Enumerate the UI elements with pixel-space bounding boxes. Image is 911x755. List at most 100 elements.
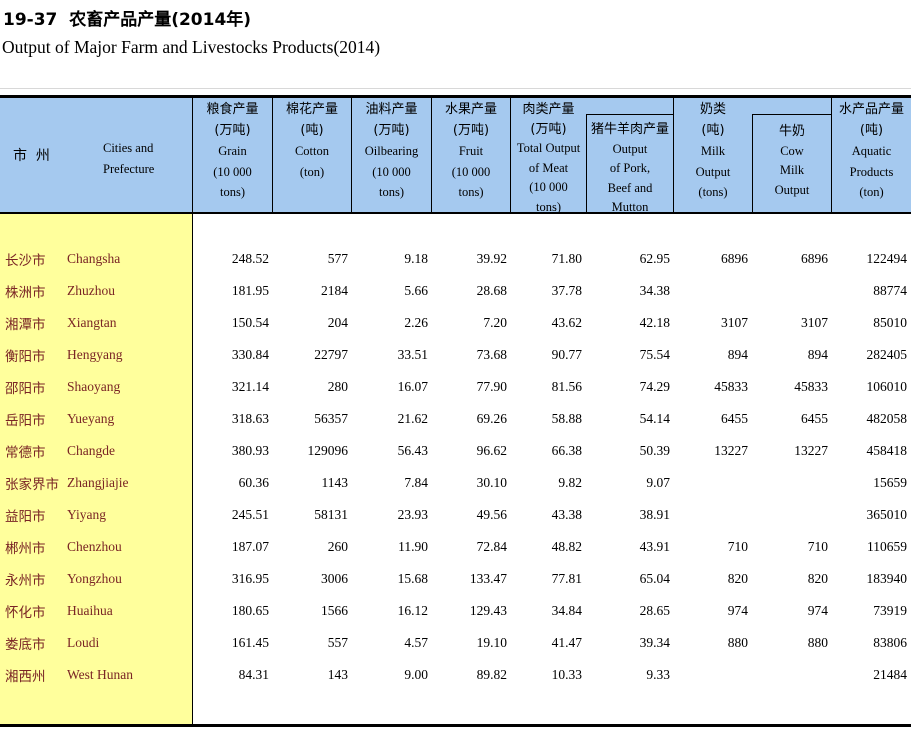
city-name-zh: 湘潭市 (5, 317, 46, 333)
header-line: Aquatic (851, 144, 892, 158)
col-header-cotton: 棉花产量 (吨) Cotton (ton) (273, 98, 352, 212)
value-pork-beef-mutton: 39.34 (639, 635, 670, 650)
value-meat-total: 77.81 (551, 571, 582, 586)
value-meat-total: 9.82 (558, 475, 582, 490)
row-header-cell: 永州市 Yongzhou (0, 563, 193, 595)
value-fruit: 69.26 (476, 411, 507, 426)
value-aquatic: 282405 (866, 347, 908, 362)
value-cow-milk: 710 (807, 539, 828, 554)
city-name-zh: 常德市 (5, 445, 46, 461)
header-line: Milk (700, 144, 726, 158)
value-cow-milk: 6455 (801, 411, 828, 426)
table-row: 湘西州 West Hunan 84.31 143 9.00 89.82 10.3… (0, 659, 911, 691)
value-cotton: 3006 (321, 571, 348, 586)
value-cow-milk: 974 (807, 603, 828, 618)
value-milk: 820 (727, 571, 748, 586)
value-milk: 894 (727, 347, 748, 362)
value-aquatic: 110659 (867, 539, 907, 554)
col-header-city: 市 州 Cities and Prefecture (0, 98, 193, 212)
header-line: (10 000 (372, 164, 411, 179)
value-pork-beef-mutton: 34.38 (639, 283, 670, 298)
value-aquatic: 88774 (873, 283, 907, 298)
header-line: tons) (458, 185, 484, 199)
row-header-cell: 郴州市 Chenzhou (0, 531, 193, 563)
value-milk: 880 (727, 635, 748, 650)
row-header-cell: 常德市 Changde (0, 435, 193, 467)
value-grain: 380.93 (231, 443, 269, 458)
value-cotton: 557 (327, 635, 348, 650)
city-name-en: Changsha (67, 251, 121, 266)
header-line: tons) (220, 185, 245, 199)
value-cotton: 58131 (314, 507, 348, 522)
table-header: 市 州 Cities and Prefecture 粮食产量 (万吨) Grai… (0, 98, 911, 214)
col-header-meat-total: 肉类产量 (万吨) Total Output of Meat (10 000 t… (511, 100, 586, 217)
value-aquatic: 458418 (866, 443, 908, 458)
header-line: of Pork, (609, 161, 651, 175)
value-fruit: 28.68 (476, 283, 507, 298)
table-row: 娄底市 Loudi 161.45 557 4.57 19.10 41.47 39… (0, 627, 911, 659)
table-row: 益阳市 Yiyang 245.51 58131 23.93 49.56 43.3… (0, 499, 911, 531)
table-row: 株洲市 Zhuzhou 181.95 2184 5.66 28.68 37.78… (0, 275, 911, 307)
value-pork-beef-mutton: 50.39 (639, 443, 670, 458)
value-oilbearing: 33.51 (397, 347, 428, 362)
table-row: 湘潭市 Xiangtan 150.54 204 2.26 7.20 43.62 … (0, 307, 911, 339)
header-line: Output (695, 164, 731, 179)
city-name-en: Changde (67, 443, 115, 458)
city-name-zh: 湘西州 (5, 669, 46, 685)
header-line: tons) (379, 185, 404, 199)
city-name-zh: 娄底市 (5, 637, 46, 653)
value-pork-beef-mutton: 28.65 (639, 603, 670, 618)
value-oilbearing: 2.26 (404, 315, 428, 330)
top-divider (0, 88, 911, 89)
city-name-zh: 岳阳市 (5, 413, 46, 429)
city-name-en: Zhuzhou (67, 283, 115, 298)
header-line: Output (774, 182, 810, 197)
value-pork-beef-mutton: 42.18 (639, 315, 670, 330)
city-name-zh: 永州市 (5, 573, 46, 589)
city-name-en: Shaoyang (67, 379, 121, 394)
header-line: 棉花产量 (285, 102, 338, 117)
value-grain: 161.45 (231, 635, 269, 650)
city-name-zh: 怀化市 (5, 605, 46, 621)
value-cotton: 577 (327, 251, 348, 266)
value-pork-beef-mutton: 75.54 (639, 347, 670, 362)
row-header-cell: 岳阳市 Yueyang (0, 403, 193, 435)
header-line: 牛奶 (778, 124, 805, 139)
value-fruit: 73.68 (476, 347, 507, 362)
value-milk: 3107 (721, 315, 748, 330)
value-fruit: 30.10 (476, 475, 507, 490)
header-line: (ton) (859, 185, 884, 199)
city-name-en: Yiyang (67, 507, 106, 522)
value-oilbearing: 9.18 (404, 251, 428, 266)
header-line: 猪牛羊肉产量 (590, 122, 669, 137)
row-header-cell: 张家界市 Zhangjiajie (0, 467, 193, 499)
value-oilbearing: 9.00 (404, 667, 428, 682)
city-name-en: Loudi (67, 635, 100, 650)
header-line: (10 000 (451, 164, 491, 179)
col-header-milk: 奶类 (吨) Milk Output (tons) (674, 100, 752, 203)
value-meat-total: 90.77 (551, 347, 582, 362)
row-header-cell: 邵阳市 Shaoyang (0, 371, 193, 403)
table-row: 永州市 Yongzhou 316.95 3006 15.68 133.47 77… (0, 563, 911, 595)
value-grain: 330.84 (231, 347, 269, 362)
value-meat-total: 34.84 (551, 603, 582, 618)
value-aquatic: 85010 (873, 315, 907, 330)
col-header-aquatic: 水产品产量 (吨) Aquatic Products (ton) (832, 98, 911, 212)
value-meat-total: 58.88 (551, 411, 582, 426)
value-fruit: 89.82 (476, 667, 507, 682)
header-line: (万吨) (530, 121, 567, 137)
city-name-zh: 益阳市 (5, 509, 46, 525)
city-name-en: Zhangjiajie (67, 475, 129, 490)
header-line: Cow (780, 143, 804, 158)
value-oilbearing: 16.12 (397, 603, 428, 618)
value-pork-beef-mutton: 9.07 (646, 475, 670, 490)
value-fruit: 133.47 (469, 571, 507, 586)
value-grain: 150.54 (231, 315, 269, 330)
value-cow-milk: 820 (807, 571, 828, 586)
value-meat-total: 10.33 (551, 667, 582, 682)
row-header-cell: 湘西州 West Hunan (0, 659, 193, 691)
value-oilbearing: 5.66 (404, 283, 428, 298)
value-cow-milk: 894 (807, 347, 828, 362)
city-name-en: Chenzhou (67, 539, 122, 554)
